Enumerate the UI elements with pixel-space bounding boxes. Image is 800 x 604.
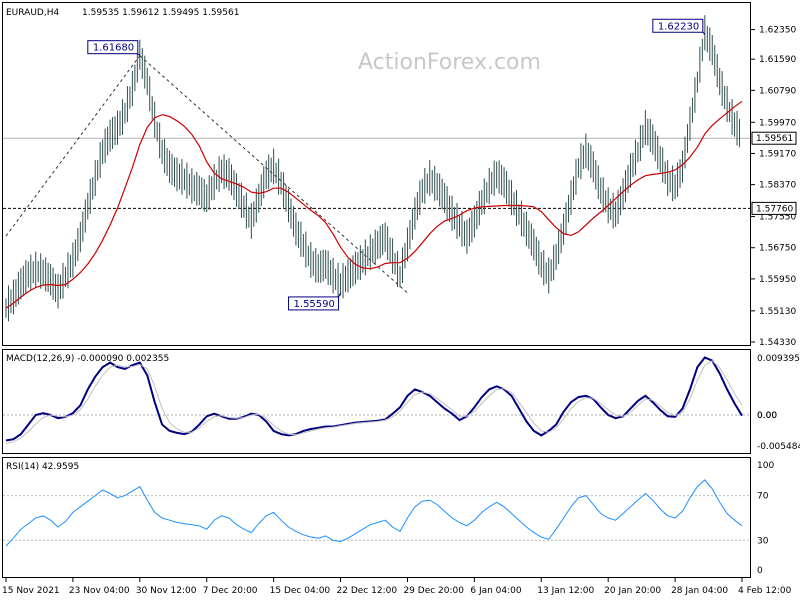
- time-tick-label: 22 Dec 12:00: [337, 586, 398, 596]
- price-tick-label: 1.61590: [759, 55, 796, 65]
- trendline: [5, 55, 141, 237]
- time-tick-label: 28 Jan 04:00: [671, 586, 728, 596]
- price-annotation-pointer: [338, 292, 341, 298]
- rsi-panel: [2, 457, 751, 578]
- macd-macd-line: [5, 356, 743, 442]
- price-tick-label: 1.56750: [759, 244, 796, 254]
- support-level-tag: [751, 201, 797, 215]
- time-tick-label: 29 Dec 20:00: [403, 586, 464, 596]
- macd-tick-label: 0.00: [757, 411, 777, 421]
- macd-panel: [2, 349, 751, 454]
- time-tick-label: 7 Dec 20:00: [203, 586, 258, 596]
- support-level-label: 1.57760: [756, 204, 793, 214]
- price-axis: 1.62350 1.61590 1.60790 1.59970 1.59170 1.583…: [751, 26, 797, 348]
- rsi-line: [5, 479, 743, 547]
- price-tick-label: 1.62350: [759, 26, 796, 36]
- macd-series: [3, 356, 750, 445]
- time-axis: 15 Nov 2021 23 Nov 04:00 30 Nov 12:00 7 Dec…: [2, 578, 792, 596]
- time-tick-label: 30 Nov 12:00: [136, 586, 197, 596]
- last-price-label: 1.59561: [756, 134, 793, 144]
- time-tick-label: 6 Jan 04:00: [470, 586, 522, 596]
- price-annotation-pointer: [702, 31, 706, 35]
- price-tick-label: 1.54330: [759, 338, 796, 348]
- time-tick-label: 4 Feb 12:00: [738, 586, 792, 596]
- chart-header-ohlc: 1.59535 1.59612 1.59495 1.59561: [82, 8, 239, 18]
- macd-tick-label: 0.00: [757, 411, 777, 421]
- time-tick-label: 13 Jan 12:00: [537, 586, 594, 596]
- time-tick-label: 15 Dec 04:00: [270, 586, 331, 596]
- rsi-tick-label: 100: [757, 461, 774, 471]
- rsi-tick-label: 30: [757, 536, 769, 546]
- time-tick-label: 15 Nov 2021: [2, 586, 60, 596]
- trendlines: [5, 55, 408, 294]
- price-annotation-label: 1.61680: [93, 43, 134, 54]
- macd-tick-label: 0.009395: [757, 354, 800, 364]
- chart-header-symbol: EURAUD,H4: [6, 8, 59, 18]
- last-price-tag: [751, 131, 797, 145]
- rsi-tick-label: 0: [757, 566, 763, 576]
- price-annotation-label: 1.55590: [294, 299, 335, 310]
- price-tick-label: 1.59170: [759, 149, 796, 159]
- price-tick-label: 1.60790: [759, 86, 796, 96]
- price-grid: [3, 137, 750, 209]
- rsi-header: RSI(14) 42.9595: [6, 462, 79, 472]
- price-annotation-box: [87, 40, 139, 55]
- rsi-tick-label: 70: [757, 492, 769, 502]
- price-annotation-pointer: [137, 53, 141, 57]
- price-tick-label: 1.55950: [759, 275, 796, 285]
- price-annotation-box: [652, 18, 704, 33]
- rsi-series: [3, 479, 750, 547]
- macd-tick-label: -0.005484: [757, 442, 800, 452]
- price-annotations: 1.61680 1.62230 1.55590: [87, 18, 706, 311]
- macd-signal-line: [5, 360, 743, 445]
- price-tick-label: 1.59970: [759, 118, 796, 128]
- price-annotation-label: 1.62230: [658, 21, 699, 32]
- moving-average-line: [5, 100, 743, 309]
- watermark: ActionForex.com: [358, 50, 541, 75]
- time-tick-label: 20 Jan 20:00: [604, 586, 661, 596]
- price-tick-label: 1.55130: [759, 307, 796, 317]
- price-tick-label: 1.58370: [759, 181, 796, 191]
- price-tick-label: 1.57550: [759, 213, 796, 223]
- rsi-axis: 100 70 30 0: [757, 461, 774, 576]
- macd-header: MACD(12,26,9) -0.000090 0.002355: [6, 354, 169, 364]
- moving-average-group: [5, 100, 743, 309]
- time-tick-label: 23 Nov 04:00: [69, 586, 130, 596]
- price-annotation-box: [288, 296, 340, 311]
- price-panel: [2, 2, 751, 346]
- price-bars: [5, 15, 741, 322]
